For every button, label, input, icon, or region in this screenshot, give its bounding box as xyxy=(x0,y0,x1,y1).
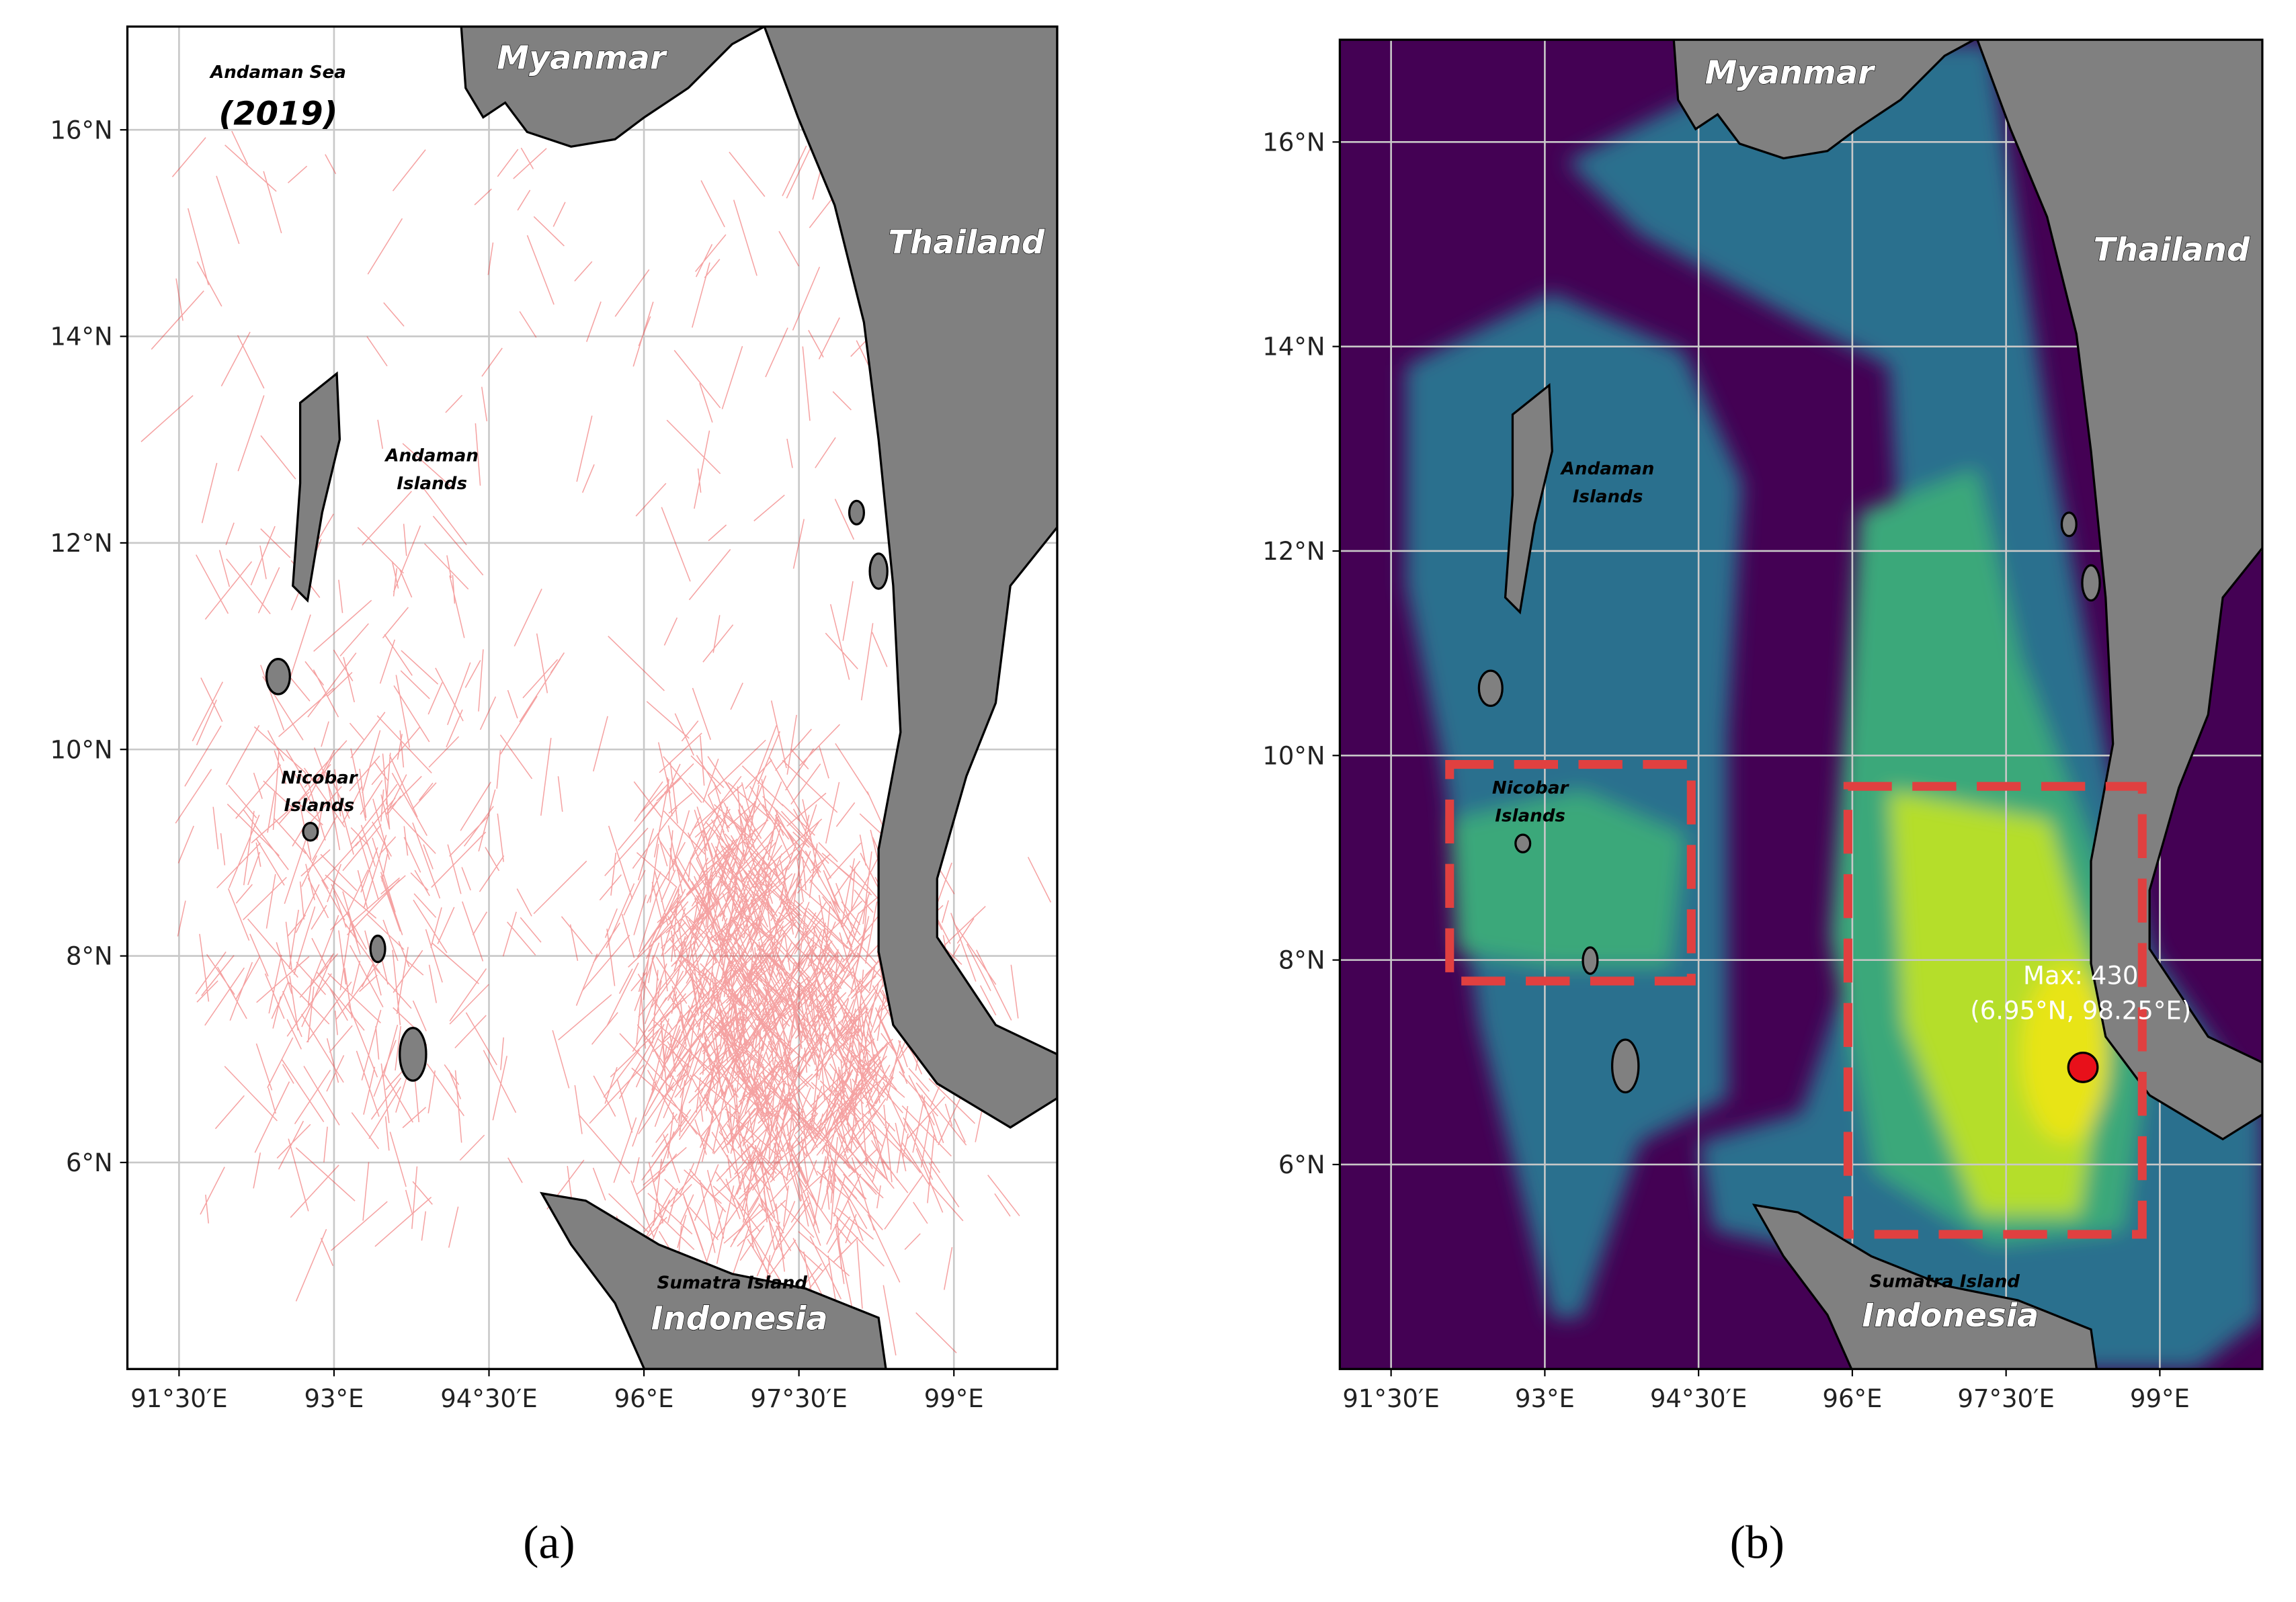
density-heatmap xyxy=(1405,44,2262,1369)
map-title: (2019) xyxy=(218,95,337,132)
place-label: Islands xyxy=(397,474,467,494)
x-tick-label: 91°30′E xyxy=(130,1384,228,1413)
caption: (b) xyxy=(1730,1517,1785,1568)
x-tick-label: 91°30′E xyxy=(1342,1384,1440,1413)
x-tick-label: 93°E xyxy=(304,1384,364,1413)
place-label: Thailand xyxy=(2093,232,2250,269)
y-tick-label: 6°N xyxy=(1278,1150,1325,1179)
place-label: Indonesia xyxy=(1862,1298,2039,1335)
x-tick-label: 97°30′E xyxy=(750,1384,848,1413)
x-tick-label: 94°30′E xyxy=(440,1384,538,1413)
y-tick-label: 16°N xyxy=(1262,128,1325,157)
place-label: Thailand xyxy=(889,224,1045,261)
x-tick-label: 93°E xyxy=(1515,1384,1575,1413)
place-label: Myanmar xyxy=(497,40,668,77)
place-label: Islands xyxy=(1495,806,1565,827)
place-label: Indonesia xyxy=(651,1300,828,1337)
max-marker xyxy=(2067,1051,2099,1083)
place-label: Islands xyxy=(1573,487,1643,507)
y-tick-label: 16°N xyxy=(50,116,112,144)
highlight-box xyxy=(1843,782,2147,1239)
highlight-box xyxy=(1445,759,1696,986)
y-tick-label: 14°N xyxy=(50,323,112,351)
place-label: Andaman xyxy=(384,446,479,466)
max-annotation: (6.95°N, 98.25°E) xyxy=(1970,997,2191,1025)
place-label: Myanmar xyxy=(1705,55,1877,92)
map-frame xyxy=(1338,38,2264,1370)
place-label: Nicobar xyxy=(281,768,359,788)
place-label: Nicobar xyxy=(1492,778,1570,798)
x-tick-label: 97°30′E xyxy=(1957,1384,2055,1413)
y-tick-label: 12°N xyxy=(50,529,112,558)
y-tick-label: 6°N xyxy=(66,1148,113,1177)
y-tick-label: 8°N xyxy=(66,942,113,971)
place-label: Sumatra Island xyxy=(1869,1271,2020,1292)
map-frame xyxy=(126,25,1059,1370)
x-tick-label: 96°E xyxy=(1822,1384,1882,1413)
max-annotation: Max: 430 xyxy=(2023,961,2138,990)
track-lines xyxy=(140,130,1052,1356)
y-tick-label: 14°N xyxy=(1262,333,1325,362)
y-tick-label: 10°N xyxy=(50,735,112,764)
x-tick-label: 96°E xyxy=(614,1384,674,1413)
map-title: Andaman Sea xyxy=(209,62,346,83)
caption: (a) xyxy=(523,1517,575,1568)
y-tick-label: 12°N xyxy=(1262,537,1325,566)
y-tick-label: 10°N xyxy=(1262,741,1325,770)
x-tick-label: 99°E xyxy=(924,1384,984,1413)
y-tick-label: 8°N xyxy=(1278,946,1325,975)
place-label: Andaman xyxy=(1560,459,1655,479)
ship-tracks xyxy=(140,130,1052,1356)
place-label: Sumatra Island xyxy=(657,1273,808,1293)
place-label: Islands xyxy=(284,796,355,816)
panel-b: Myanmar Thailand Andaman Islands Nicobar… xyxy=(1262,38,2264,1568)
x-tick-label: 99°E xyxy=(2130,1384,2190,1413)
x-tick-label: 94°30′E xyxy=(1650,1384,1748,1413)
panel-a: Andaman Sea (2019) Myanmar Thailand Anda… xyxy=(50,25,1059,1568)
